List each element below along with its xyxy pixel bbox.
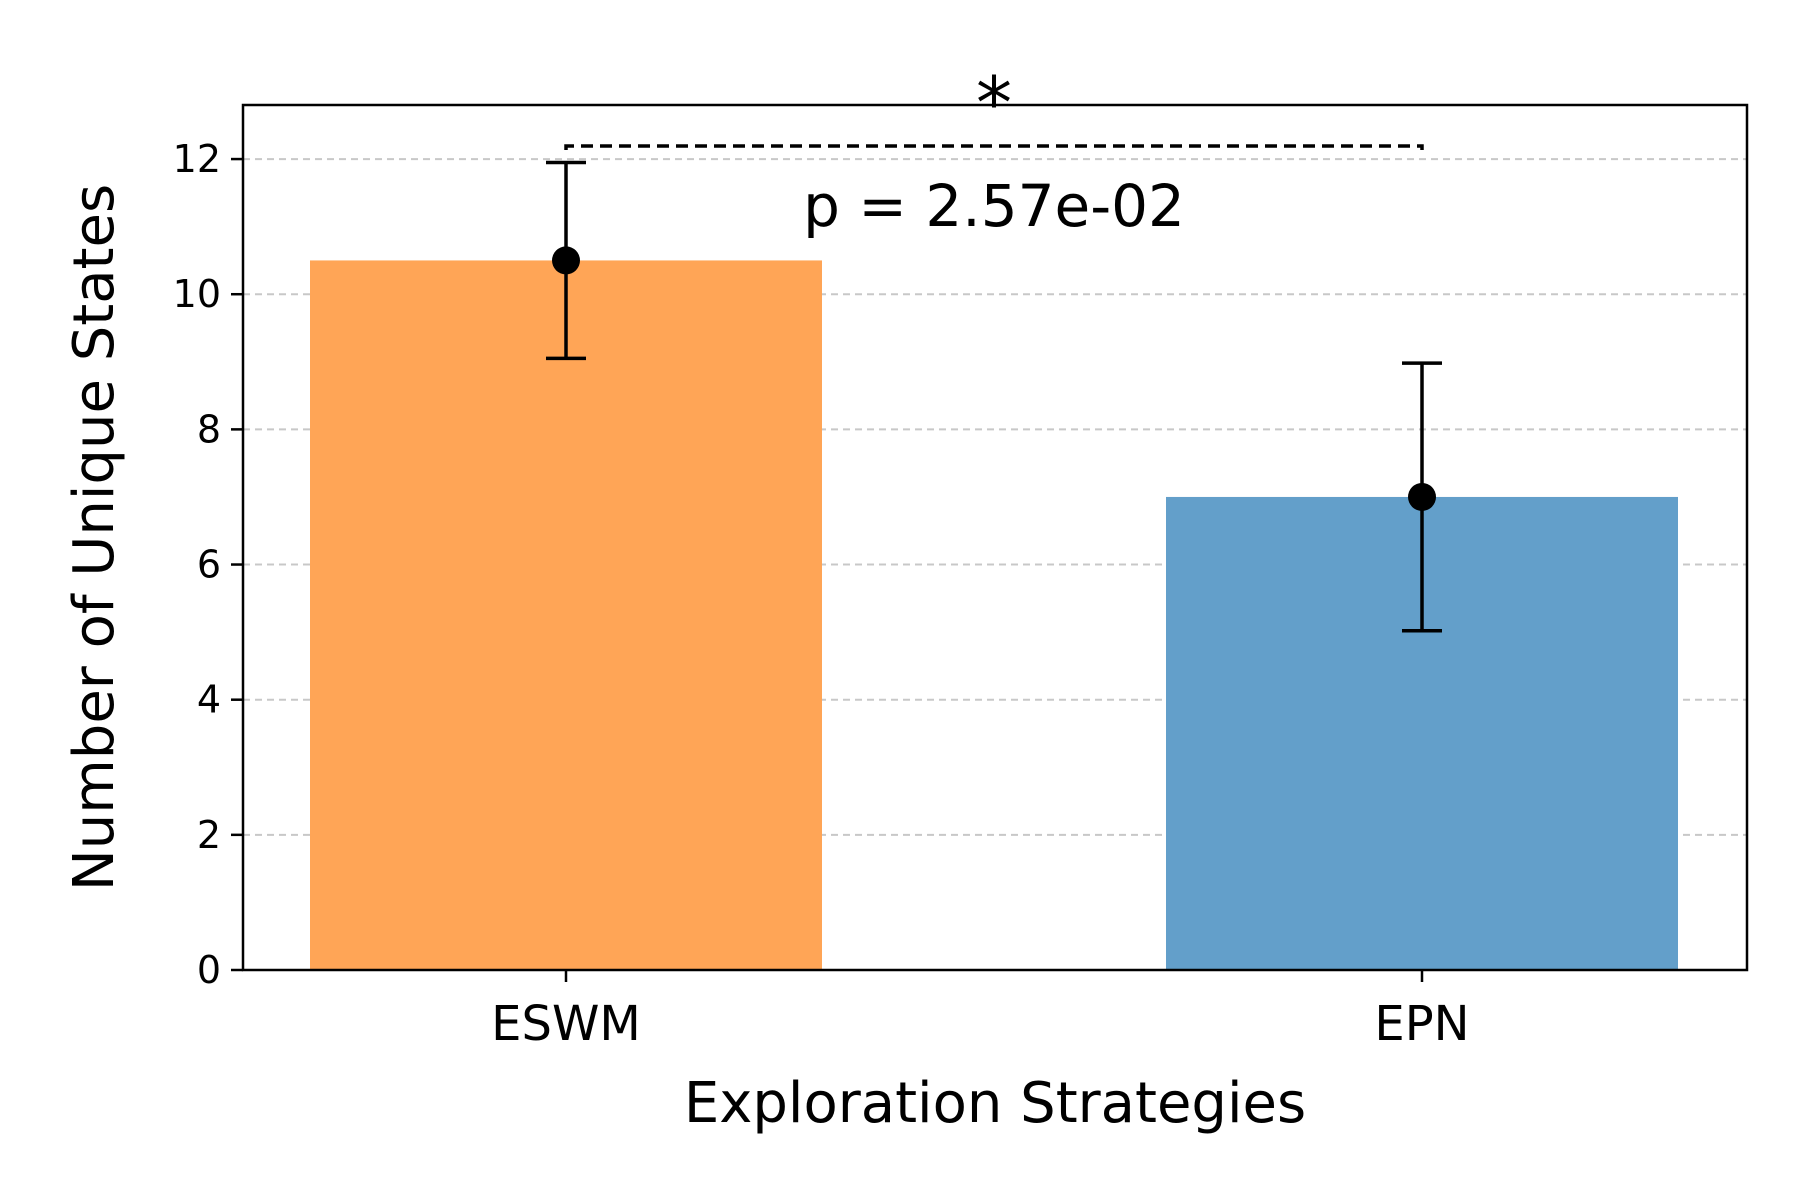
x-axis-title: Exploration Strategies <box>684 1071 1306 1136</box>
y-tick-label-1: 2 <box>197 813 221 857</box>
significance-bracket <box>564 144 1424 150</box>
error-bars <box>546 160 1442 633</box>
y-tick-label-6: 12 <box>173 137 221 181</box>
x-axis-ticks: ESWM EPN <box>491 970 1470 1052</box>
x-tick-label-epn: EPN <box>1374 996 1469 1052</box>
significance-star: * <box>976 61 1012 145</box>
y-tick-label-5: 10 <box>173 272 221 316</box>
axes-box <box>241 103 1749 972</box>
error-bar-epn <box>1402 361 1442 633</box>
bar-eswm <box>310 260 822 970</box>
y-tick-label-3: 6 <box>197 543 221 587</box>
y-tick-label-2: 4 <box>197 678 221 722</box>
x-tick-label-eswm: ESWM <box>491 996 641 1052</box>
y-axis-ticks: 0 2 4 6 8 10 12 <box>173 137 243 992</box>
y-axis-title: Number of Unique States <box>62 184 127 891</box>
bars <box>310 260 1678 970</box>
y-tick-label-4: 8 <box>197 407 221 451</box>
mean-point-epn <box>1408 482 1436 511</box>
significance-annotation: * p = 2.57e-02 <box>564 61 1424 240</box>
error-bar-eswm <box>546 160 586 361</box>
p-value-label: p = 2.57e-02 <box>803 172 1185 240</box>
plot-frame <box>241 103 1749 972</box>
y-tick-label-0: 0 <box>197 948 221 992</box>
mean-point-eswm <box>552 246 580 275</box>
